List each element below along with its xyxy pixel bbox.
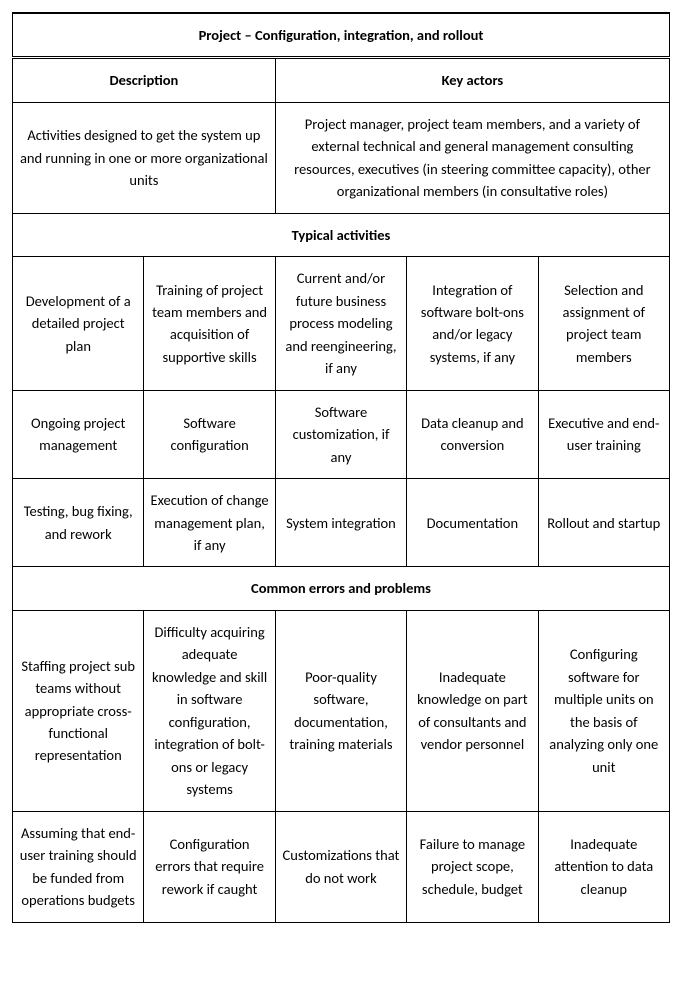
desc-header-row: Description Key actors xyxy=(13,58,670,102)
errors-header-row: Common errors and problems xyxy=(13,567,670,610)
desc-content-row: Activities designed to get the system up… xyxy=(13,102,670,213)
errors-row-2: Assuming that end-user training should b… xyxy=(13,811,670,922)
error-cell: Failure to manage project scope, schedul… xyxy=(407,811,538,922)
activities-row-1: Development of a detailed project plan T… xyxy=(13,257,670,390)
activity-cell: Testing, bug fixing, and rework xyxy=(13,479,144,567)
keyactors-header: Key actors xyxy=(275,58,669,102)
activities-header-row: Typical activities xyxy=(13,213,670,256)
error-cell: Configuring software for multiple units … xyxy=(538,610,669,811)
activity-cell: Documentation xyxy=(407,479,538,567)
activities-row-2: Ongoing project management Software conf… xyxy=(13,390,670,478)
activity-cell: Rollout and startup xyxy=(538,479,669,567)
activity-cell: Training of project team members and acq… xyxy=(144,257,275,390)
activity-cell: Data cleanup and conversion xyxy=(407,390,538,478)
error-cell: Configuration errors that require rework… xyxy=(144,811,275,922)
table-title: Project – Configuration, integration, an… xyxy=(13,13,670,58)
error-cell: Customizations that do not work xyxy=(275,811,406,922)
error-cell: Staffing project sub teams without appro… xyxy=(13,610,144,811)
activities-header: Typical activities xyxy=(13,213,670,256)
title-row: Project – Configuration, integration, an… xyxy=(13,13,670,58)
activity-cell: Software configuration xyxy=(144,390,275,478)
description-cell: Activities designed to get the system up… xyxy=(13,102,276,213)
activities-row-3: Testing, bug fixing, and rework Executio… xyxy=(13,479,670,567)
activity-cell: Selection and assignment of project team… xyxy=(538,257,669,390)
error-cell: Difficulty acquiring adequate knowledge … xyxy=(144,610,275,811)
activity-cell: Execution of change management plan, if … xyxy=(144,479,275,567)
error-cell: Inadequate attention to data cleanup xyxy=(538,811,669,922)
error-cell: Assuming that end-user training should b… xyxy=(13,811,144,922)
activity-cell: System integration xyxy=(275,479,406,567)
description-header: Description xyxy=(13,58,276,102)
keyactors-cell: Project manager, project team members, a… xyxy=(275,102,669,213)
activity-cell: Current and/or future business process m… xyxy=(275,257,406,390)
activity-cell: Executive and end-user training xyxy=(538,390,669,478)
activity-cell: Ongoing project management xyxy=(13,390,144,478)
project-table: Project – Configuration, integration, an… xyxy=(12,12,670,923)
error-cell: Inadequate knowledge on part of consulta… xyxy=(407,610,538,811)
activity-cell: Integration of software bolt-ons and/or … xyxy=(407,257,538,390)
errors-row-1: Staffing project sub teams without appro… xyxy=(13,610,670,811)
error-cell: Poor-quality software, documentation, tr… xyxy=(275,610,406,811)
activity-cell: Development of a detailed project plan xyxy=(13,257,144,390)
activity-cell: Software customization, if any xyxy=(275,390,406,478)
errors-header: Common errors and problems xyxy=(13,567,670,610)
